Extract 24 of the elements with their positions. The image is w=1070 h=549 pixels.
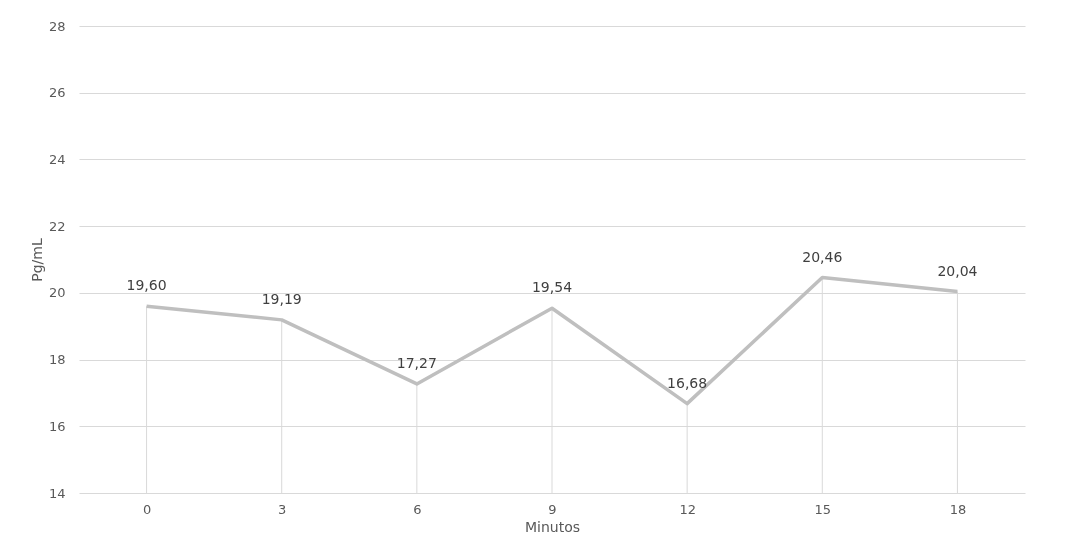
y-tick-label: 22 xyxy=(48,218,66,234)
data-label: 20,46 xyxy=(802,248,843,265)
x-tick-label: 12 xyxy=(679,501,696,517)
x-tick-label: 3 xyxy=(278,501,287,517)
x-tick-label: 15 xyxy=(814,501,832,517)
x-axis-title: Minutos xyxy=(524,518,581,535)
y-tick-label: 24 xyxy=(48,151,66,167)
data-label: 16,68 xyxy=(667,374,708,391)
y-tick-label: 28 xyxy=(48,18,66,34)
data-label: 17,27 xyxy=(396,354,437,371)
data-label: 19,60 xyxy=(126,277,167,294)
data-label: 20,04 xyxy=(937,262,978,279)
y-tick-label: 16 xyxy=(48,418,66,434)
y-axis-title: Pg/mL xyxy=(28,238,45,282)
data-label: 19,19 xyxy=(261,290,302,307)
x-tick-label: 18 xyxy=(949,501,967,517)
y-tick-label: 18 xyxy=(48,352,66,368)
x-tick-label: 0 xyxy=(142,501,152,517)
x-tick-label: 9 xyxy=(548,501,557,517)
y-tick-label: 20 xyxy=(48,285,66,301)
y-tick-label: 26 xyxy=(48,85,66,101)
x-tick-label: 6 xyxy=(413,501,422,517)
data-label: 19,54 xyxy=(531,279,573,296)
y-tick-label: 14 xyxy=(48,485,66,501)
